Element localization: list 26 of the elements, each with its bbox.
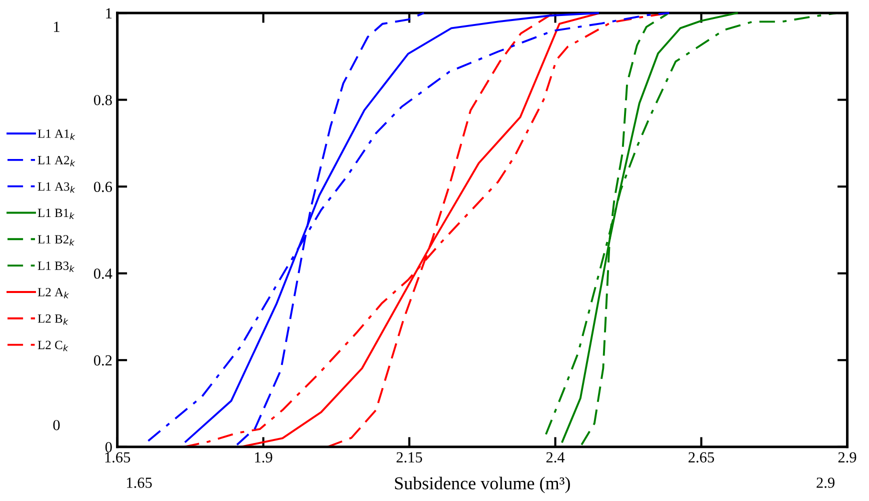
y-tick-label: 1 — [106, 8, 112, 18]
text: 1 — [54, 22, 60, 32]
legend-label: L2 C$_{k}$ — [38, 340, 68, 352]
text: 2.9 — [816, 478, 834, 488]
legend-label: L1 B1$_{k}$ — [38, 208, 75, 220]
legend-label: L1 B3$_{k}$ — [38, 262, 75, 272]
y-tick-label: 0.8 — [94, 94, 112, 106]
y-tick-label: 0.6 — [94, 182, 112, 192]
text: 1.65 — [127, 478, 152, 488]
text: 0 — [53, 420, 60, 430]
legend-label: L1 A1$_{k}$ — [38, 130, 76, 140]
x-tick-label: 2.65 — [688, 452, 714, 463]
y-tick-label: 0.2 — [94, 355, 112, 366]
x-tick-label: 1.65 — [105, 452, 130, 463]
x-axis-title: Subsidence volume (m³) — [395, 476, 570, 494]
y-tick-label: 0.4 — [94, 268, 112, 279]
y-tick-label: 0 — [105, 442, 112, 452]
x-tick-label: 2.9 — [838, 452, 856, 463]
legend-label: L1 A3$_{k}$ — [38, 182, 76, 193]
legend-label: L2 B$_{k}$ — [38, 314, 68, 325]
x-tick-label: 2.4 — [546, 452, 565, 463]
x-tick-label: 1.9 — [255, 452, 272, 463]
legend-label: L1 A2$_{k}$ — [38, 156, 76, 166]
legend-label: L2 A$_{k}$ — [38, 288, 70, 298]
x-tick-label: 2.15 — [396, 452, 422, 463]
legend-label: L1 B2$_{k}$ — [38, 235, 75, 246]
